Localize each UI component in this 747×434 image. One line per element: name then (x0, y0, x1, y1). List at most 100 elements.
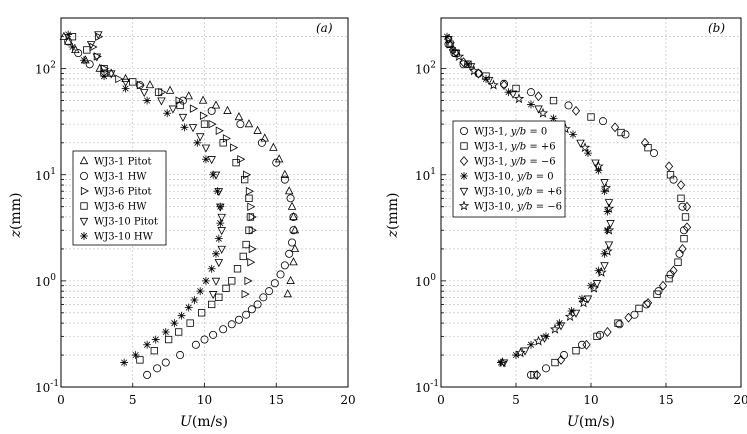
data-point-circle (219, 325, 228, 334)
data-point-square (635, 304, 643, 313)
legend-entry-name: WJ3-1 HW (94, 172, 147, 183)
data-point-asterisk (504, 88, 513, 97)
data-point-triangle-down (217, 213, 226, 222)
legend-entry-name: WJ3-6 Pitot (94, 187, 152, 198)
data-point-asterisk (527, 340, 535, 349)
x-tick-label: 10 (197, 393, 212, 407)
data-point-asterisk (584, 149, 592, 158)
data-point-star (596, 267, 607, 277)
data-point-asterisk (209, 170, 218, 179)
data-point-circle (143, 370, 152, 379)
legend-marker-circle (80, 171, 89, 180)
data-point-asterisk (578, 294, 586, 303)
data-point-triangle-down (508, 90, 518, 99)
legend-entry: WJ3-1 Pitot (94, 157, 152, 168)
data-point-star (593, 160, 604, 171)
data-point-asterisk (600, 249, 609, 258)
data-point-square (245, 194, 253, 202)
data-point-asterisk (131, 351, 140, 360)
data-point-circle (265, 287, 274, 296)
data-point-diamond (582, 339, 591, 350)
data-point-circle (289, 212, 298, 221)
legend-a: WJ3-1 Pitot WJ3-1 HW WJ3-6 Pitot WJ3-6 HW WJ… (72, 150, 167, 246)
x-axis-label-a: U(m/s) (180, 414, 228, 430)
legend-marker-triangle-right (80, 186, 89, 196)
data-point-triangle-down (466, 63, 476, 72)
data-point-diamond (682, 222, 692, 233)
legend-entry-variable: y/b (516, 172, 532, 183)
data-point-circle (285, 249, 294, 258)
x-axis-unit-b: (m/s) (579, 414, 615, 430)
y-tick-exponent: 1 (430, 167, 436, 177)
y-axis-label-a: z(mm) (8, 193, 24, 239)
data-point-triangle-down (208, 291, 218, 300)
data-point-triangle-down (600, 179, 609, 188)
data-point-square (587, 113, 595, 121)
data-point-triangle-up (244, 119, 254, 128)
data-point-triangle-down (217, 227, 226, 236)
data-point-square (614, 319, 622, 327)
data-point-asterisk (201, 155, 210, 164)
legend-marker-star (458, 200, 470, 211)
data-point-star (488, 79, 499, 90)
data-point-triangle-right (248, 244, 257, 254)
legend-marker-square (80, 202, 88, 210)
data-point-square (653, 290, 661, 298)
legend-entry-value: = −6 (533, 202, 562, 213)
data-point-circle (621, 130, 630, 139)
y-tick-label: 100 (415, 273, 436, 289)
x-axis-label-b: U(m/s) (567, 414, 615, 430)
data-point-circle (74, 49, 83, 58)
data-point-asterisk (80, 56, 88, 65)
data-point-triangle-up (59, 31, 69, 40)
legend-entry-name: WJ3-10, (474, 202, 517, 213)
data-point-square (208, 300, 216, 309)
data-point-asterisk (151, 335, 160, 344)
data-point-circle (286, 194, 295, 203)
data-point-square (680, 235, 688, 243)
y-tick-base: 10 (415, 63, 430, 77)
data-point-asterisk (512, 351, 520, 360)
data-point-asterisk (193, 138, 202, 147)
data-point-square (551, 358, 559, 367)
y-tick-base: 10 (35, 275, 50, 289)
legend-entry: WJ3-1 HW (94, 172, 147, 183)
legend-entry-value: = −6 (526, 157, 555, 168)
y-tick-base: 10 (415, 169, 430, 183)
legend-marker-diamond (459, 156, 469, 166)
x-tick-label: 10 (583, 393, 598, 407)
data-point-diamond (459, 57, 468, 68)
data-point-circle (276, 270, 285, 279)
data-point-asterisk (603, 226, 612, 235)
data-point-triangle-right (230, 143, 239, 152)
data-point-diamond (499, 80, 509, 91)
data-point-asterisk (121, 84, 130, 93)
data-point-circle (236, 120, 245, 129)
y-axis-symbol-a: z (8, 229, 24, 238)
data-point-triangle-right (93, 52, 102, 61)
data-point-circle (615, 320, 624, 329)
data-point-triangle-down (121, 78, 130, 87)
data-point-circle (527, 88, 536, 97)
legend-entry: WJ3-6 HW (94, 202, 147, 213)
y-tick-base: 10 (35, 63, 50, 77)
legend-entry-name: WJ3-6 HW (94, 202, 147, 213)
data-point-triangle-down (207, 156, 216, 165)
data-point-circle (280, 175, 289, 184)
data-point-triangle-down (217, 245, 226, 254)
data-point-star (578, 297, 589, 308)
data-point-triangle-down (534, 105, 543, 114)
legend-entry-name: WJ3-10, (474, 172, 517, 183)
data-point-triangle-up (106, 68, 116, 77)
data-point-asterisk (212, 249, 220, 258)
data-point-asterisk (163, 109, 172, 118)
legend-entry-name: WJ3-10, (474, 187, 517, 198)
legend-entry: WJ3-10 Pitot (94, 217, 158, 228)
data-point-square (617, 128, 625, 137)
data-point-square (549, 96, 558, 105)
data-point-triangle-up (269, 142, 278, 151)
data-point-asterisk (184, 303, 193, 312)
data-point-triangle-down (576, 139, 585, 148)
